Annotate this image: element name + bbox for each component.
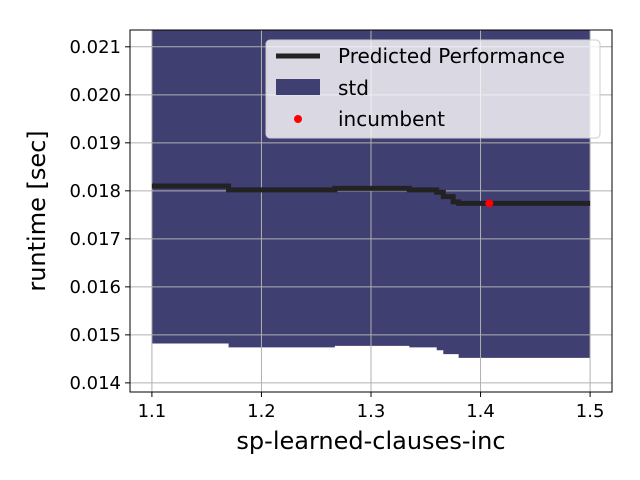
x-tick-label: 1.1 xyxy=(138,401,167,422)
y-axis-label: runtime [sec] xyxy=(23,130,51,291)
legend-incumbent-label: incumbent xyxy=(338,107,445,131)
legend-incumbent-swatch xyxy=(294,115,302,123)
incumbent-layer xyxy=(485,199,494,208)
mean-line-layer xyxy=(151,183,591,206)
y-tick-label: 0.017 xyxy=(69,229,121,250)
legend-box xyxy=(265,39,601,139)
x-tick-label: 1.5 xyxy=(576,401,605,422)
y-axis-ticks: 0.014 0.015 0.016 0.017 0.018 0.019 0.020 0.021 xyxy=(69,37,130,394)
y-tick-label: 0.018 xyxy=(69,181,121,202)
x-tick-label: 1.2 xyxy=(247,401,276,422)
x-axis-ticks: 1.1 1.2 1.3 1.4 1.5 xyxy=(138,392,605,422)
legend-std-label: std xyxy=(338,76,369,100)
legend-mean-label: Predicted Performance xyxy=(338,44,565,68)
x-tick-label: 1.3 xyxy=(357,401,386,422)
x-axis-label: sp-learned-clauses-inc xyxy=(236,427,505,455)
x-tick-label: 1.4 xyxy=(466,401,495,422)
y-tick-label: 0.016 xyxy=(69,277,121,298)
y-tick-label: 0.015 xyxy=(69,325,121,346)
incumbent-point xyxy=(485,199,494,208)
y-tick-label: 0.019 xyxy=(69,133,121,154)
y-tick-label: 0.014 xyxy=(69,373,121,394)
y-tick-label: 0.021 xyxy=(69,37,121,58)
legend-std-swatch xyxy=(276,79,320,95)
predicted-performance-line xyxy=(151,183,591,206)
y-tick-label: 0.020 xyxy=(69,85,121,106)
legend: Predicted Performance std incumbent xyxy=(265,39,601,139)
